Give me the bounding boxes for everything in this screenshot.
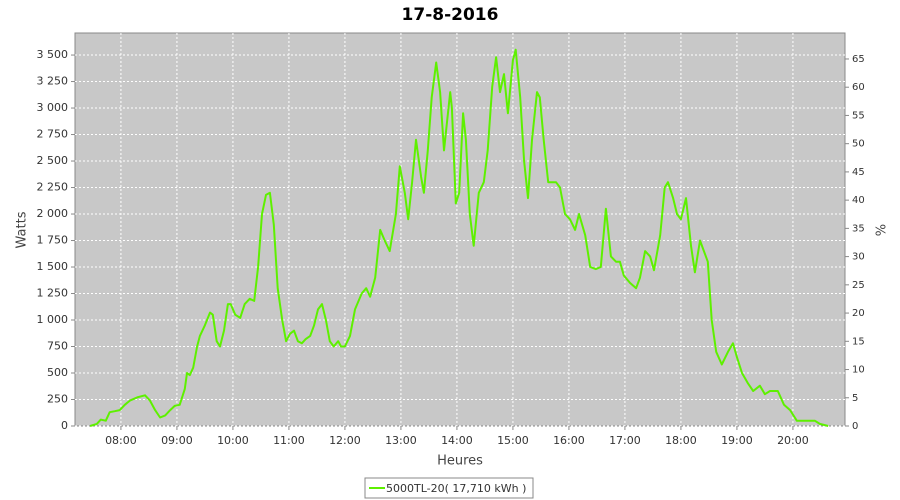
x-tick-label: 16:00 bbox=[553, 434, 585, 447]
y2-tick-label: 15 bbox=[852, 336, 865, 347]
x-tick-label: 19:00 bbox=[721, 434, 753, 447]
x-tick-label: 18:00 bbox=[665, 434, 697, 447]
y2-tick-label: 35 bbox=[852, 223, 865, 234]
legend: 5000TL-20( 17,710 kWh ) bbox=[364, 477, 534, 499]
series-line bbox=[89, 48, 829, 427]
x-tick-label: 10:00 bbox=[217, 434, 249, 447]
y2-tick-label: 0 bbox=[852, 421, 858, 432]
y-tick-label: 3 250 bbox=[37, 75, 69, 88]
y-tick-label: 2 500 bbox=[37, 154, 69, 167]
x-tick-label: 17:00 bbox=[609, 434, 641, 447]
y2-tick-label: 20 bbox=[852, 308, 865, 319]
y-tick-label: 2 250 bbox=[37, 181, 69, 194]
y2-tick-label: 40 bbox=[852, 195, 865, 206]
legend-label: 5000TL-20( 17,710 kWh ) bbox=[386, 482, 526, 495]
x-tick-label: 15:00 bbox=[497, 434, 529, 447]
y2-tick-label: 30 bbox=[852, 252, 865, 263]
x-tick-label: 11:00 bbox=[273, 434, 305, 447]
y2-tick-label: 60 bbox=[852, 82, 865, 93]
y-tick-label: 0 bbox=[61, 419, 68, 432]
plot-area bbox=[74, 32, 846, 427]
x-tick-label: 13:00 bbox=[385, 434, 417, 447]
y-tick-label: 3 000 bbox=[37, 101, 69, 114]
y2-tick-label: 45 bbox=[852, 167, 865, 178]
x-tick-label: 14:00 bbox=[441, 434, 473, 447]
chart-title: 17-8-2016 bbox=[402, 5, 499, 25]
y2-tick-label: 55 bbox=[852, 110, 865, 121]
y-tick-label: 1 250 bbox=[37, 287, 69, 300]
y-tick-label: 1 000 bbox=[37, 313, 69, 326]
y2-tick-label: 65 bbox=[852, 54, 865, 65]
y-tick-label: 750 bbox=[47, 340, 68, 353]
y2-tick-label: 5 bbox=[852, 393, 858, 404]
y2-tick-label: 50 bbox=[852, 139, 865, 150]
y2-tick-label: 10 bbox=[852, 365, 865, 376]
y-tick-label: 2 750 bbox=[37, 128, 69, 141]
x-tick-label: 08:00 bbox=[105, 434, 137, 447]
y2-tick-label: 25 bbox=[852, 280, 865, 291]
x-tick-label: 12:00 bbox=[329, 434, 361, 447]
y-tick-label: 250 bbox=[47, 393, 68, 406]
y-tick-label: 2 000 bbox=[37, 207, 69, 220]
x-tick-label: 20:00 bbox=[777, 434, 809, 447]
y-tick-label: 3 500 bbox=[37, 48, 69, 61]
legend-box bbox=[364, 477, 534, 499]
y-tick-label: 1 500 bbox=[37, 260, 69, 273]
y-tick-label: 500 bbox=[47, 366, 68, 379]
y2-axis-label: % bbox=[875, 224, 890, 236]
x-axis-label: Heures bbox=[437, 454, 483, 469]
x-tick-label: 09:00 bbox=[161, 434, 193, 447]
y-axis-label: Watts bbox=[15, 211, 30, 248]
y-tick-label: 1 750 bbox=[37, 234, 69, 247]
